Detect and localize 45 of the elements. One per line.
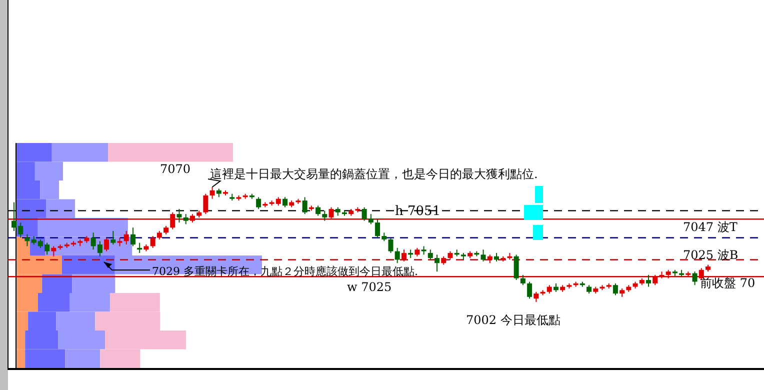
bar <box>108 143 233 162</box>
candlestick <box>256 196 262 210</box>
ref-line-label: h 7051 <box>395 204 441 220</box>
annotation: 7070 <box>160 162 191 176</box>
annotation: 7025 波B <box>683 248 738 262</box>
candlestick <box>362 206 367 222</box>
candlestick <box>401 249 406 262</box>
candlestick <box>514 254 519 281</box>
candlestick <box>150 236 156 248</box>
candlestick <box>110 230 116 245</box>
candlestick <box>130 227 136 247</box>
candlestick <box>170 212 176 230</box>
candlestick <box>527 281 532 300</box>
text: 7002 今日最低點 <box>466 313 560 327</box>
annotation: 7029 多重關卡所在，九點２分時應該做到今日最低點. <box>152 265 418 278</box>
candlestick <box>328 206 334 220</box>
candlestick <box>480 249 486 262</box>
candlestick <box>434 254 440 272</box>
candlestick <box>183 214 188 225</box>
candlestick <box>282 196 288 208</box>
candlestick <box>24 234 30 247</box>
candlestick <box>322 210 328 222</box>
candlestick <box>428 249 433 260</box>
candlestick <box>612 282 618 296</box>
candlestick <box>652 274 658 286</box>
candlestick <box>203 193 208 215</box>
candlestick <box>394 247 400 264</box>
candlestick <box>316 205 321 216</box>
candlestick <box>534 291 539 302</box>
candlestick <box>368 214 374 225</box>
candlestick <box>124 230 129 245</box>
annotation: w 7025 <box>347 280 392 294</box>
candlestick <box>104 237 110 252</box>
candlestick <box>646 274 652 288</box>
candlestick <box>210 186 215 200</box>
candlestick <box>375 218 380 238</box>
annotation: 這裡是十日最大交易量的鍋蓋位置，也是今日的最大獲利點位. <box>210 167 538 181</box>
candlestick <box>520 274 526 286</box>
annotation: 前收盤 70 <box>700 276 756 290</box>
candlestick <box>388 237 394 254</box>
candlestick <box>302 196 308 215</box>
candlestick <box>176 208 182 224</box>
annotation: 7047 波T <box>683 220 738 234</box>
candlestick <box>51 246 56 257</box>
candlestick <box>692 271 698 286</box>
